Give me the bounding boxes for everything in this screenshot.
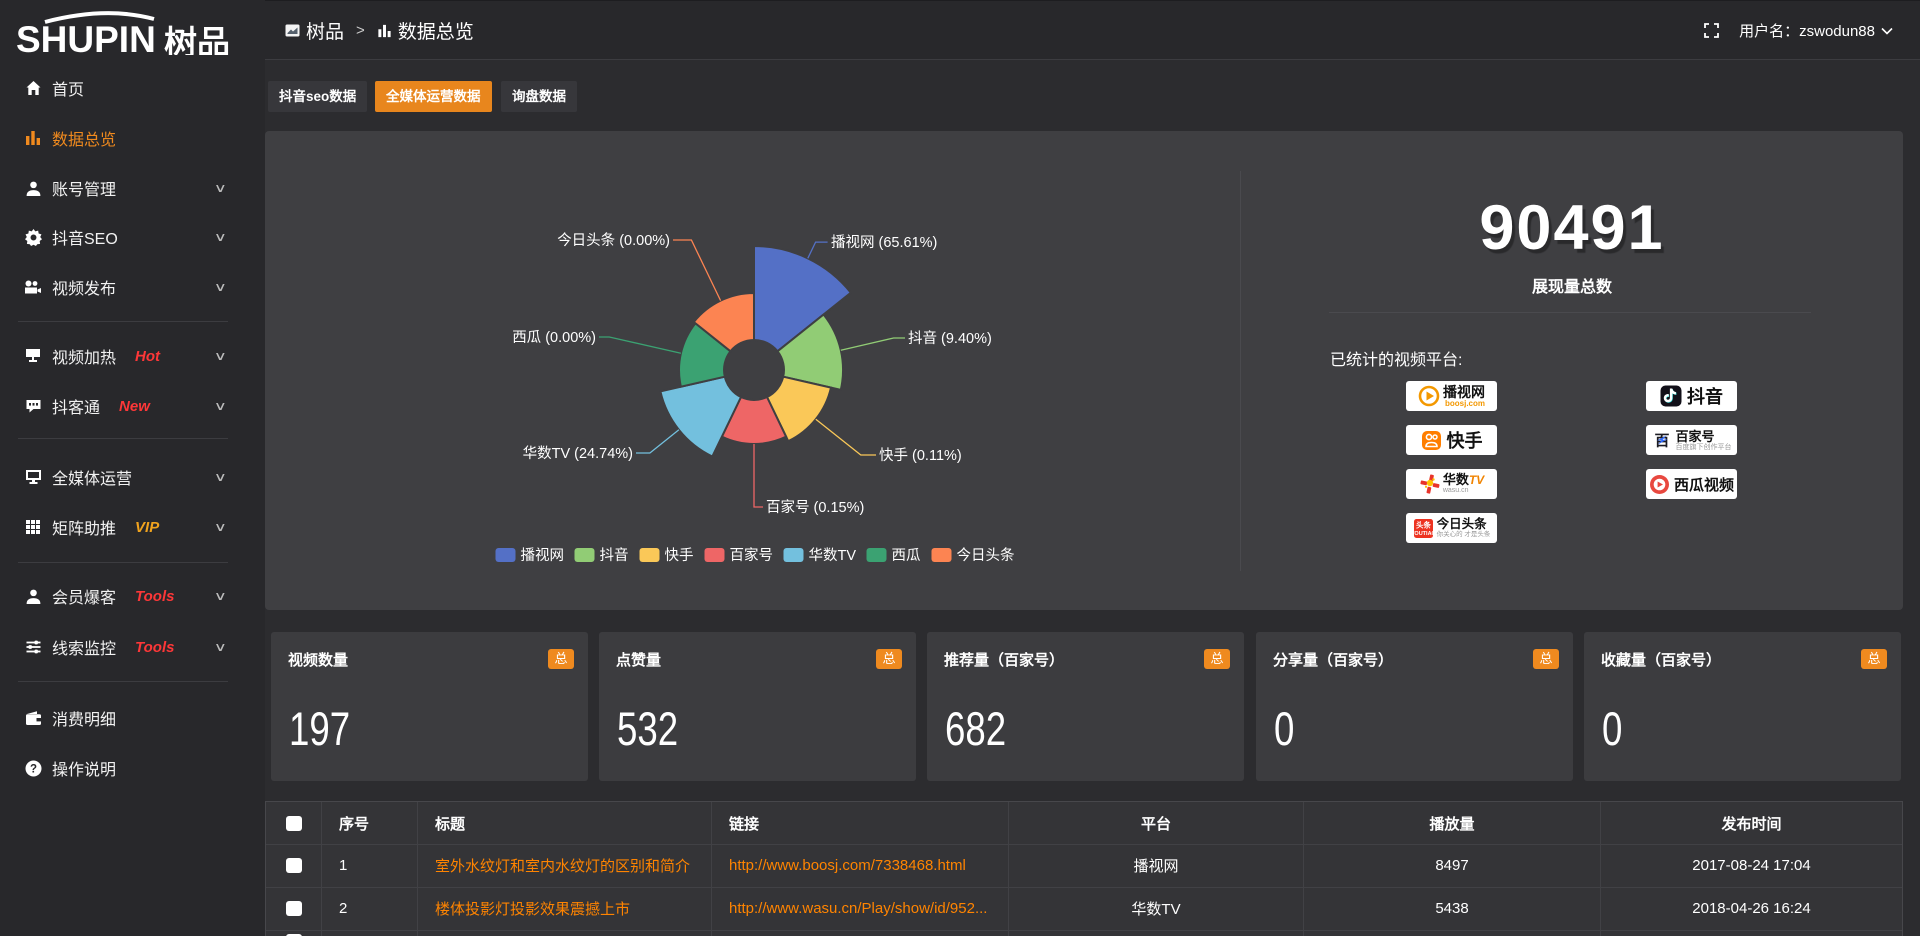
svg-text:SHUPIN: SHUPIN (16, 19, 156, 55)
svg-text:今日头条 (0.00%): 今日头条 (0.00%) (557, 232, 670, 249)
svg-text:百家号 (0.15%): 百家号 (0.15%) (766, 499, 864, 516)
svg-text:TOUTIAO: TOUTIAO (1413, 531, 1434, 537)
svg-text:西瓜: 西瓜 (892, 548, 921, 564)
svg-text:西瓜 (0.00%): 西瓜 (0.00%) (512, 330, 596, 346)
svg-text:百家号: 百家号 (730, 547, 774, 564)
svg-text:快手: 快手 (665, 547, 694, 564)
svg-text:华数TV (24.74%): 华数TV (24.74%) (523, 445, 633, 462)
svg-text:快手 (0.11%): 快手 (0.11%) (879, 447, 962, 464)
svg-text:?: ? (29, 763, 36, 775)
svg-text:播视网: 播视网 (521, 547, 565, 564)
svg-text:头条: 头条 (1416, 519, 1432, 529)
svg-text:今日头条: 今日头条 (957, 547, 1015, 564)
svg-text:树品: 树品 (164, 24, 230, 55)
svg-text:华数TV: 华数TV (809, 547, 857, 564)
svg-text:播视网 (65.61%): 播视网 (65.61%) (831, 234, 937, 251)
svg-text:抖音: 抖音 (600, 547, 629, 564)
svg-text:抖音 (9.40%): 抖音 (9.40%) (908, 330, 992, 347)
